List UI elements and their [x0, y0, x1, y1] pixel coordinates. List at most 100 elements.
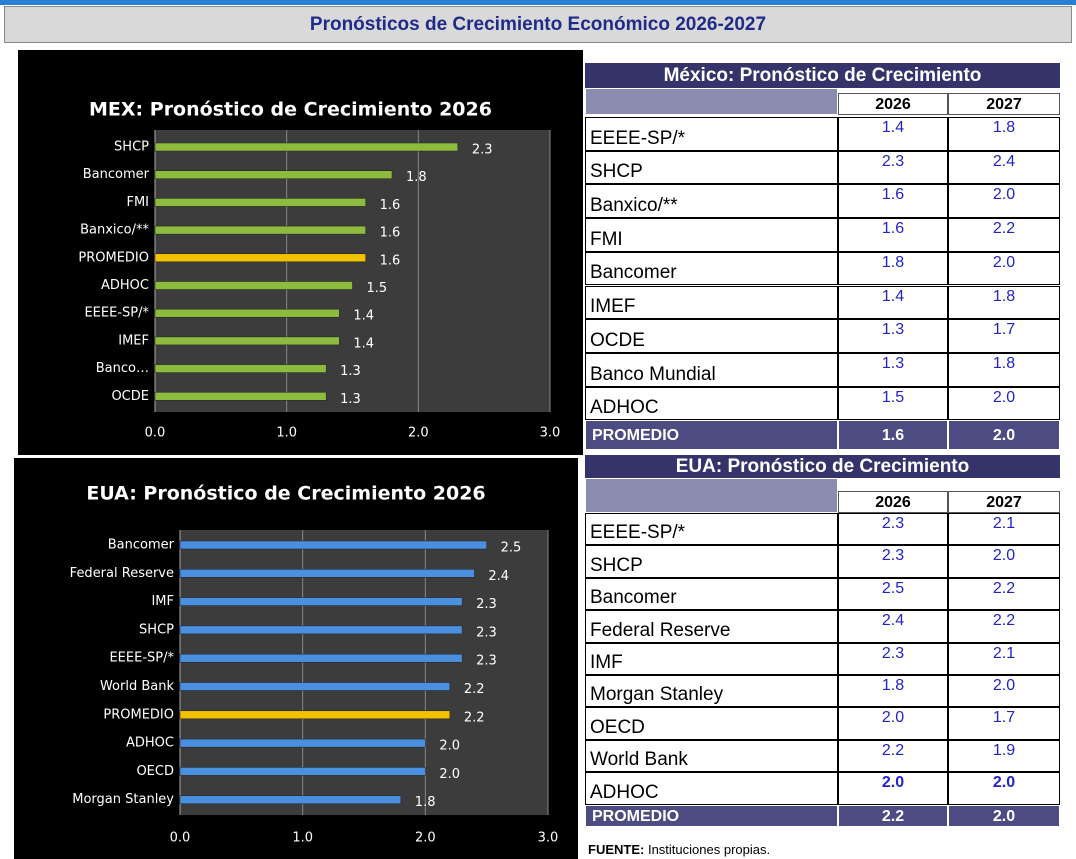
y-tick-label: ADHOC: [101, 278, 149, 293]
cell-value: 2.4: [838, 610, 948, 643]
cell-value: 2.2: [838, 739, 948, 773]
bar: [179, 767, 426, 776]
y-tick-label: OECD: [136, 764, 174, 779]
y-tick-label: SHCP: [139, 622, 174, 637]
row-label: Banxico/**: [585, 184, 838, 219]
cell-value: 2.3: [838, 150, 948, 185]
cell-value: 1.5: [838, 386, 948, 421]
cell-value: 2.2: [948, 218, 1060, 252]
total-label: PROMEDIO: [585, 420, 838, 450]
y-tick-label: Bancomer: [83, 167, 150, 182]
value-label: 2.0: [439, 739, 460, 754]
column-header: 2027: [948, 93, 1060, 115]
row-label: Federal Reserve: [585, 610, 838, 643]
column-header: 2027: [948, 491, 1060, 513]
y-tick-label: Banxico/**: [80, 223, 149, 238]
cell-value: 1.6: [838, 218, 948, 252]
x-tick-label: 2.0: [415, 831, 436, 846]
bar: [179, 710, 451, 720]
total-value: 2.0: [948, 805, 1060, 827]
y-tick-label: SHCP: [114, 140, 149, 155]
page-title: Pronósticos de Crecimiento Económico 202…: [4, 6, 1072, 43]
bar: [154, 142, 459, 152]
cell-value: 2.3: [838, 545, 948, 578]
cell-value: 2.3: [838, 642, 948, 675]
cell-value: 1.8: [948, 352, 1060, 387]
y-tick-label: EEEE-SP/*: [84, 306, 149, 321]
value-label: 1.4: [353, 336, 374, 351]
cell-value: 1.8: [838, 251, 948, 286]
header-blank: [585, 88, 838, 115]
y-tick-label: ADHOC: [126, 736, 174, 751]
x-tick-label: 1.0: [276, 426, 297, 441]
header-blank: [585, 478, 838, 513]
y-tick-label: PROMEDIO: [103, 707, 174, 722]
bar: [179, 597, 463, 606]
x-tick-label: 3.0: [538, 831, 559, 846]
cell-value: 2.1: [948, 642, 1060, 675]
value-label: 2.3: [472, 143, 493, 158]
bar: [179, 625, 463, 635]
cell-value: 2.0: [838, 772, 948, 805]
cell-value: 2.0: [948, 772, 1060, 805]
column-header: 2026: [838, 491, 948, 513]
cell-value: 2.5: [838, 577, 948, 611]
bar: [179, 682, 451, 691]
row-label: ADHOC: [585, 772, 838, 805]
bar: [179, 653, 463, 663]
value-label: 2.4: [488, 569, 509, 584]
cell-value: 1.4: [838, 117, 948, 151]
cell-value: 1.7: [948, 319, 1060, 353]
row-label: Morgan Stanley: [585, 675, 838, 708]
cell-value: 2.0: [948, 675, 1060, 708]
source-text: Instituciones propias.: [647, 842, 771, 857]
cell-value: 1.6: [838, 184, 948, 219]
bar: [179, 738, 426, 748]
cell-value: 2.0: [948, 386, 1060, 421]
row-label: SHCP: [585, 150, 838, 185]
cell-value: 1.9: [948, 739, 1060, 773]
source-label: FUENTE:: [588, 842, 645, 857]
value-label: 2.0: [439, 767, 460, 782]
x-tick-label: 0.0: [145, 426, 166, 441]
value-label: 1.3: [340, 364, 361, 379]
y-tick-label: Morgan Stanley: [72, 792, 174, 807]
cell-value: 1.3: [838, 319, 948, 353]
cell-value: 2.0: [948, 251, 1060, 286]
cell-value: 2.4: [948, 150, 1060, 185]
row-label: World Bank: [585, 739, 838, 773]
bar: [154, 198, 366, 207]
value-label: 1.5: [367, 281, 388, 296]
total-value: 1.6: [838, 420, 948, 450]
y-tick-label: World Bank: [100, 679, 175, 694]
value-label: 2.2: [464, 682, 485, 697]
value-label: 2.3: [476, 654, 497, 669]
cell-value: 2.3: [838, 513, 948, 546]
cell-value: 1.8: [948, 117, 1060, 151]
row-label: Banco Mundial: [585, 352, 838, 387]
cell-value: 1.7: [948, 707, 1060, 740]
value-label: 1.6: [380, 253, 401, 268]
top-bar: [0, 0, 1076, 5]
cell-value: 2.2: [948, 577, 1060, 611]
cell-value: 1.3: [838, 352, 948, 387]
row-label: Bancomer: [585, 251, 838, 286]
cell-value: 2.0: [948, 545, 1060, 578]
row-label: OCDE: [585, 319, 838, 353]
table-title: México: Pronóstico de Crecimiento: [585, 63, 1060, 88]
bar: [154, 364, 327, 373]
bar: [154, 308, 340, 318]
value-label: 1.3: [340, 392, 361, 407]
value-label: 1.4: [353, 309, 374, 324]
x-tick-label: 3.0: [540, 426, 561, 441]
cell-value: 1.8: [838, 675, 948, 708]
total-value: 2.2: [838, 805, 948, 827]
value-label: 1.8: [415, 795, 436, 810]
x-tick-label: 2.0: [408, 426, 429, 441]
bar: [179, 569, 475, 578]
chart-title: MEX: Pronóstico de Crecimiento 2026: [89, 99, 492, 121]
y-tick-label: OCDE: [111, 389, 149, 404]
bar: [154, 170, 393, 179]
bar: [154, 225, 366, 235]
y-tick-label: Bancomer: [108, 538, 175, 553]
